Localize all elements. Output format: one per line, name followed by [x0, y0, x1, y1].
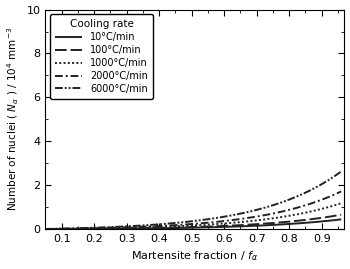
- 10°C/min: [119, 227, 124, 230]
- 100°C/min: [177, 226, 181, 229]
- 2000°C/min: [339, 190, 343, 193]
- 10°C/min: [177, 226, 181, 229]
- X-axis label: Martensite fraction / $f_{\alpha}$: Martensite fraction / $f_{\alpha}$: [131, 250, 259, 263]
- 6000°C/min: [241, 211, 245, 215]
- 100°C/min: [43, 228, 48, 231]
- Y-axis label: Number of nuclei ( $N_{\alpha}$ ) / 10$^{4}$ mm$^{-3}$: Number of nuclei ( $N_{\alpha}$ ) / 10$^…: [6, 27, 21, 211]
- 6000°C/min: [266, 205, 270, 208]
- 100°C/min: [339, 213, 343, 216]
- 100°C/min: [266, 222, 270, 225]
- 10°C/min: [339, 218, 343, 221]
- 100°C/min: [96, 227, 100, 230]
- 100°C/min: [218, 225, 222, 228]
- Line: 1000°C/min: 1000°C/min: [46, 203, 341, 229]
- 2000°C/min: [119, 226, 124, 229]
- 1000°C/min: [177, 225, 181, 228]
- 2000°C/min: [177, 223, 181, 226]
- 6000°C/min: [339, 170, 343, 173]
- 10°C/min: [96, 227, 100, 231]
- 1000°C/min: [119, 226, 124, 230]
- 2000°C/min: [266, 213, 270, 216]
- 100°C/min: [119, 227, 124, 230]
- 1000°C/min: [241, 220, 245, 224]
- 1000°C/min: [266, 217, 270, 221]
- 10°C/min: [43, 228, 48, 231]
- 1000°C/min: [339, 201, 343, 205]
- Line: 2000°C/min: 2000°C/min: [46, 192, 341, 229]
- 1000°C/min: [96, 227, 100, 230]
- 2000°C/min: [241, 217, 245, 220]
- Line: 10°C/min: 10°C/min: [46, 219, 341, 229]
- 6000°C/min: [177, 221, 181, 224]
- Line: 6000°C/min: 6000°C/min: [46, 171, 341, 229]
- 10°C/min: [266, 224, 270, 227]
- Legend: 10°C/min, 100°C/min, 1000°C/min, 2000°C/min, 6000°C/min: 10°C/min, 100°C/min, 1000°C/min, 2000°C/…: [50, 15, 153, 99]
- 100°C/min: [241, 223, 245, 226]
- 10°C/min: [218, 225, 222, 229]
- 2000°C/min: [43, 227, 48, 231]
- 6000°C/min: [96, 226, 100, 229]
- 2000°C/min: [96, 226, 100, 230]
- 10°C/min: [241, 225, 245, 228]
- 6000°C/min: [43, 227, 48, 231]
- 1000°C/min: [218, 222, 222, 225]
- Line: 100°C/min: 100°C/min: [46, 215, 341, 229]
- 6000°C/min: [119, 225, 124, 228]
- 2000°C/min: [218, 220, 222, 223]
- 1000°C/min: [43, 228, 48, 231]
- 6000°C/min: [218, 216, 222, 219]
